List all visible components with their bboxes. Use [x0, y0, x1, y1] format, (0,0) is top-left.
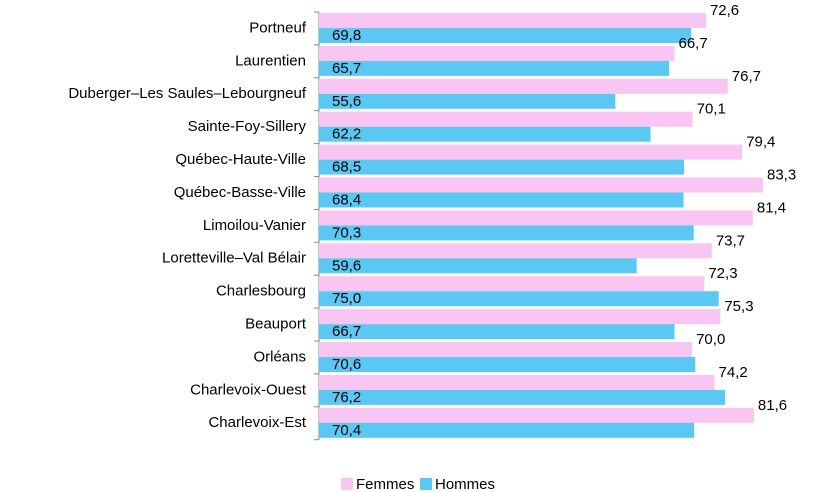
category-label: Charlesbourg	[216, 283, 306, 300]
bar	[319, 276, 705, 292]
value-label: 68,4	[332, 191, 361, 208]
value-label: 66,7	[679, 35, 708, 52]
bar	[319, 309, 721, 325]
bar	[319, 93, 616, 109]
bar	[319, 192, 684, 208]
legend-swatch	[341, 478, 353, 490]
bar	[319, 159, 685, 175]
category-label: Québec-Haute-Ville	[175, 151, 306, 168]
value-label: 70,1	[697, 101, 726, 118]
legend-swatch	[420, 478, 432, 490]
bar	[319, 78, 728, 94]
bar	[319, 177, 763, 193]
bar	[319, 60, 670, 76]
legend-label: Hommes	[435, 476, 495, 492]
value-label: 75,3	[724, 298, 753, 315]
bar	[319, 144, 743, 160]
value-label: 70,3	[332, 224, 361, 241]
value-label: 72,6	[710, 2, 739, 19]
category-label: Loretteville–Val Bélair	[162, 250, 306, 267]
bar	[319, 422, 695, 438]
value-label: 81,6	[758, 397, 787, 414]
value-label: 69,8	[332, 27, 361, 44]
category-label: Duberger–Les Saules–Lebourgneuf	[68, 85, 307, 102]
category-label: Portneuf	[249, 19, 307, 36]
value-label: 68,5	[332, 159, 361, 176]
bar	[319, 389, 726, 405]
value-label: 70,6	[332, 356, 361, 373]
bar	[319, 28, 692, 43]
value-label: 59,6	[332, 257, 361, 274]
category-label: Limoilou-Vanier	[203, 217, 306, 234]
category-label: Québec-Basse-Ville	[174, 184, 306, 201]
value-label: 65,7	[332, 60, 361, 77]
value-label: 70,4	[332, 422, 361, 439]
bar	[319, 111, 693, 127]
category-label: Beauport	[245, 316, 307, 333]
bar	[319, 243, 712, 259]
legend-label: Femmes	[356, 476, 414, 492]
category-label: Sainte-Foy-Sillery	[188, 118, 307, 135]
value-label: 81,4	[757, 199, 786, 216]
category-label: Laurentien	[235, 52, 306, 69]
value-label: 83,3	[767, 166, 796, 183]
value-label: 74,2	[718, 364, 747, 381]
bar	[319, 374, 715, 390]
bar	[319, 225, 694, 241]
value-label: 62,2	[332, 126, 361, 143]
value-label: 75,0	[332, 290, 361, 307]
value-label: 79,4	[746, 134, 775, 151]
bar	[319, 210, 753, 226]
category-label: Orléans	[253, 348, 306, 365]
value-label: 76,2	[332, 389, 361, 406]
value-label: 73,7	[716, 232, 745, 249]
bar	[319, 342, 693, 357]
category-label: Charlevoix-Est	[208, 414, 306, 431]
value-label: 70,0	[696, 331, 725, 348]
value-label: 55,6	[332, 93, 361, 110]
category-label: Charlevoix-Ouest	[190, 381, 307, 398]
bar	[319, 291, 719, 307]
bar	[319, 13, 706, 28]
value-label: 72,3	[708, 265, 737, 282]
bar	[319, 126, 651, 142]
bar	[319, 357, 696, 372]
value-label: 76,7	[732, 68, 761, 85]
bar	[319, 407, 754, 423]
bar	[319, 45, 675, 61]
bar	[319, 324, 675, 340]
bar	[319, 258, 637, 274]
value-label: 66,7	[332, 323, 361, 340]
